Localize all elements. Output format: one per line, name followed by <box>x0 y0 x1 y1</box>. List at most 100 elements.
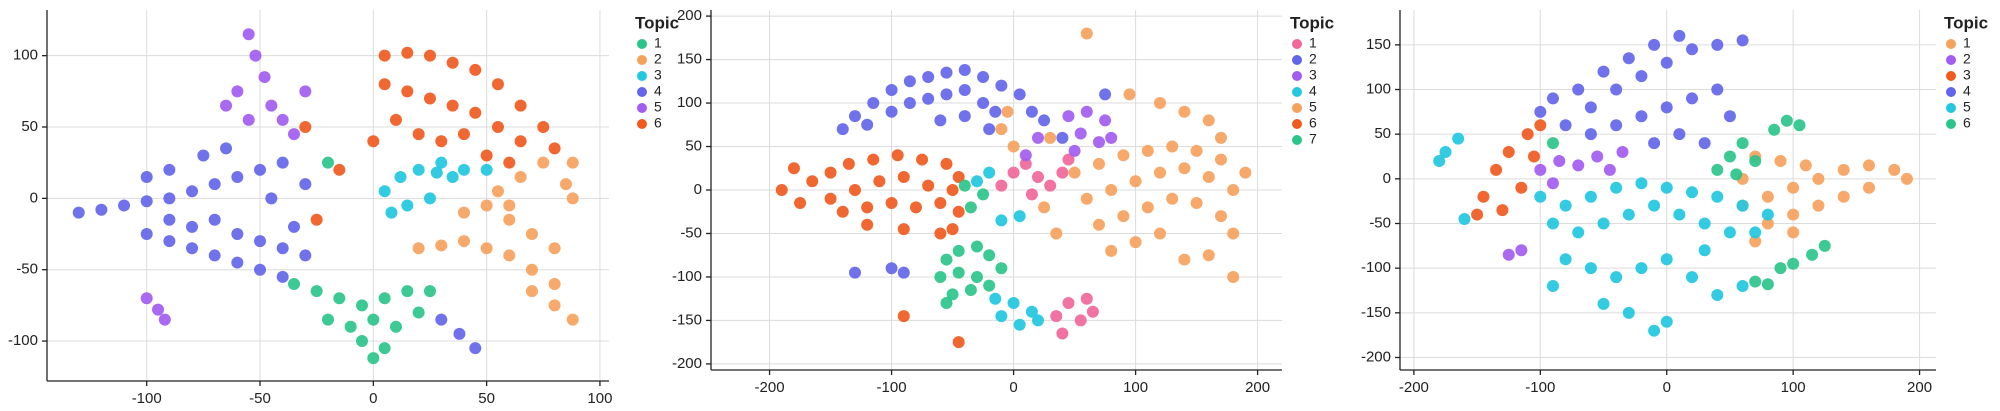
point <box>446 99 459 112</box>
legend-swatch <box>1946 39 1956 49</box>
point <box>258 71 271 84</box>
point <box>934 114 947 127</box>
point <box>140 228 153 241</box>
point <box>1863 159 1875 172</box>
point <box>1086 305 1099 318</box>
point <box>1534 119 1547 132</box>
point <box>977 70 990 83</box>
point <box>983 123 996 136</box>
point <box>1736 280 1749 293</box>
point <box>1038 201 1051 214</box>
point <box>469 106 482 119</box>
point <box>1900 172 1913 185</box>
point <box>1591 150 1604 163</box>
point <box>1553 154 1566 167</box>
point <box>412 163 425 176</box>
point <box>861 118 874 131</box>
point <box>1515 244 1528 257</box>
point <box>1799 159 1812 172</box>
point <box>310 285 323 298</box>
point <box>1736 137 1749 150</box>
point <box>288 128 301 141</box>
panel: -200 -100 0 100 200 -200 -150 -100 -50 0 50 100 150 2… <box>672 7 1334 396</box>
point <box>1723 110 1736 123</box>
point <box>1572 83 1585 96</box>
point <box>401 285 414 298</box>
x-tick-label: -50 <box>249 390 271 407</box>
point <box>940 157 953 170</box>
legend-label: 5 <box>1963 99 1971 115</box>
point <box>265 192 278 205</box>
point <box>1711 163 1724 176</box>
legend-swatch <box>1946 87 1956 97</box>
point <box>242 28 255 41</box>
legend-swatch <box>1292 103 1302 113</box>
point <box>503 156 516 169</box>
point <box>824 166 837 179</box>
point <box>1227 184 1240 196</box>
point <box>1622 52 1635 65</box>
point <box>1622 306 1635 319</box>
x-tick-label: -100 <box>877 379 907 396</box>
point <box>836 205 849 218</box>
y-tick-label: 50 <box>1374 125 1391 142</box>
legend-label: 2 <box>654 51 662 67</box>
point <box>1068 144 1081 157</box>
point <box>1837 190 1850 203</box>
point <box>423 192 436 205</box>
point <box>276 270 289 283</box>
point <box>1730 168 1743 181</box>
point <box>480 199 493 212</box>
point <box>1056 166 1069 179</box>
point <box>1603 163 1616 176</box>
point <box>1774 262 1787 275</box>
point <box>1673 128 1686 141</box>
point <box>1749 226 1762 239</box>
point <box>1711 190 1724 203</box>
point <box>1031 170 1044 183</box>
point <box>1227 270 1240 283</box>
y-tick-label: 100 <box>677 94 702 111</box>
point <box>1068 166 1081 179</box>
point <box>276 113 289 126</box>
point <box>934 197 947 210</box>
point <box>378 342 391 355</box>
point <box>1597 297 1610 310</box>
point <box>1056 131 1069 144</box>
legend-swatch <box>1946 103 1956 113</box>
point <box>1001 105 1014 118</box>
point <box>952 244 965 257</box>
y-tick-label: -150 <box>672 311 702 328</box>
point <box>995 79 1008 92</box>
point <box>958 84 971 96</box>
point <box>909 201 922 214</box>
point <box>158 313 171 326</box>
point <box>1025 188 1038 201</box>
point <box>394 170 407 183</box>
point <box>1597 65 1610 78</box>
point <box>952 205 965 218</box>
point <box>1515 181 1528 194</box>
point <box>1477 190 1490 203</box>
point <box>566 313 579 326</box>
point <box>1471 208 1484 221</box>
point <box>299 85 312 98</box>
point <box>355 299 368 312</box>
point <box>163 163 176 176</box>
point <box>952 336 965 349</box>
point <box>1787 226 1800 239</box>
point <box>1736 34 1749 47</box>
point <box>848 110 861 123</box>
point <box>514 135 527 148</box>
point <box>1062 297 1075 310</box>
point <box>118 199 131 212</box>
point <box>322 313 334 326</box>
legend-label: 1 <box>1963 35 1971 51</box>
point <box>1141 144 1154 157</box>
point <box>1013 210 1026 223</box>
point <box>1007 297 1020 310</box>
point <box>355 335 368 348</box>
point <box>995 214 1008 227</box>
point <box>1019 149 1032 162</box>
